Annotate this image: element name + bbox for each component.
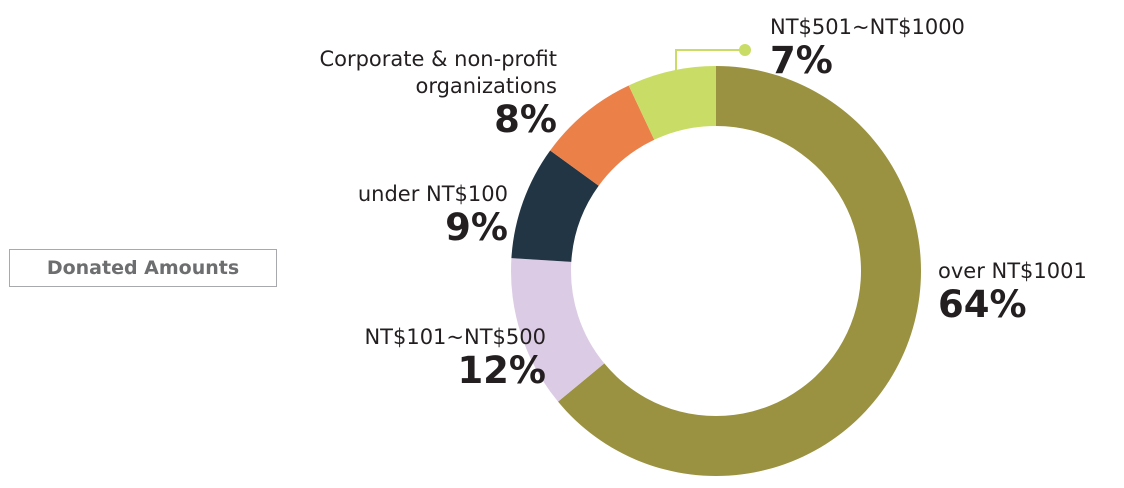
- donut-segment: [550, 85, 655, 186]
- slice-label: under NT$100 9%: [358, 181, 508, 248]
- category-label: over NT$1001: [938, 259, 1087, 283]
- value-label: 9%: [445, 206, 508, 249]
- value-label: 64%: [938, 283, 1027, 326]
- category-label: NT$101~NT$500: [364, 325, 546, 349]
- chart-title: Donated Amounts: [9, 249, 277, 287]
- donut-segment: [511, 258, 605, 402]
- category-label: NT$501~NT$1000: [770, 15, 965, 39]
- value-label: 8%: [494, 98, 557, 141]
- leader-line: [675, 49, 745, 97]
- category-label: Corporate & non-profit organizations: [319, 47, 557, 98]
- donut-segment: [558, 66, 921, 476]
- category-label: under NT$100: [357, 182, 508, 206]
- slice-label: over NT$1001 64%: [938, 258, 1087, 325]
- slice-label: NT$101~NT$500 12%: [364, 324, 546, 391]
- donut-segment: [628, 66, 716, 140]
- slice-label: Corporate & non-profit organizations 8%: [277, 46, 557, 140]
- leader-dot: [739, 44, 751, 56]
- value-label: 7%: [770, 39, 833, 82]
- value-label: 12%: [457, 349, 546, 392]
- slice-label: NT$501~NT$1000 7%: [770, 14, 965, 81]
- donut-segment: [511, 150, 599, 262]
